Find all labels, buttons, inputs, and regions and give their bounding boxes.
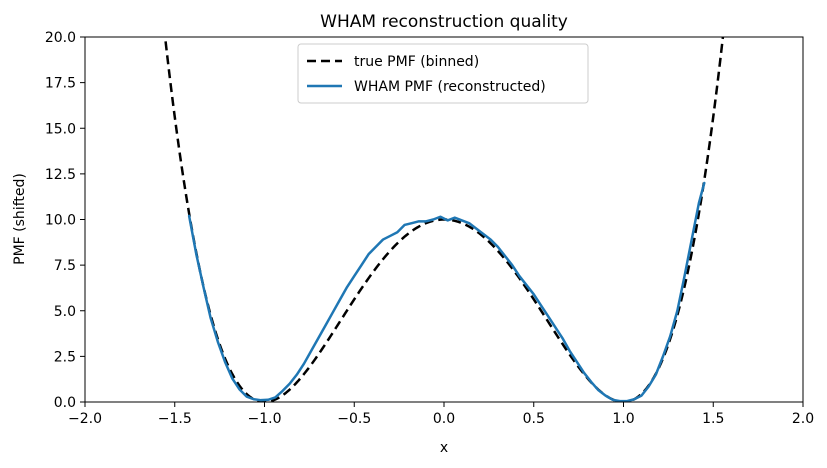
y-tick-label: 5.0 — [54, 304, 76, 320]
x-tick-label: −1.0 — [248, 411, 282, 427]
x-axis-label: x — [440, 440, 448, 456]
y-tick-label: 0.0 — [54, 395, 76, 411]
x-tick-label: −1.5 — [158, 411, 192, 427]
y-axis: 0.0 2.5 5.0 7.5 10.0 12.5 15.0 17.5 20.0 — [45, 30, 85, 411]
legend-box — [297, 43, 589, 104]
y-tick-label: 7.5 — [54, 258, 76, 274]
legend: true PMF (binned) WHAM PMF (reconstructe… — [297, 43, 589, 104]
y-tick-label: 10.0 — [45, 213, 76, 229]
x-tick-label: 1.5 — [702, 411, 724, 427]
y-tick-label: 17.5 — [45, 76, 76, 92]
chart-title: WHAM reconstruction quality — [320, 12, 568, 32]
x-tick-label: 0.0 — [433, 411, 455, 427]
y-tick-label: 15.0 — [45, 121, 76, 137]
series-wham-pmf-line — [187, 181, 706, 402]
y-axis-label: PMF (shifted) — [12, 173, 28, 265]
legend-label-true-pmf: true PMF (binned) — [354, 54, 479, 70]
y-tick-label: 2.5 — [54, 349, 76, 365]
legend-label-wham-pmf: WHAM PMF (reconstructed) — [354, 79, 546, 95]
x-tick-label: −0.5 — [337, 411, 371, 427]
series-layer — [163, 37, 725, 402]
x-tick-label: 0.5 — [523, 411, 545, 427]
x-axis: −2.0 −1.5 −1.0 −0.5 0.0 0.5 1.0 1.5 2.0 — [68, 402, 814, 427]
x-tick-label: −2.0 — [68, 411, 102, 427]
y-tick-label: 12.5 — [45, 167, 76, 183]
x-tick-label: 1.0 — [612, 411, 634, 427]
x-tick-label: 2.0 — [792, 411, 814, 427]
y-tick-label: 20.0 — [45, 30, 76, 46]
